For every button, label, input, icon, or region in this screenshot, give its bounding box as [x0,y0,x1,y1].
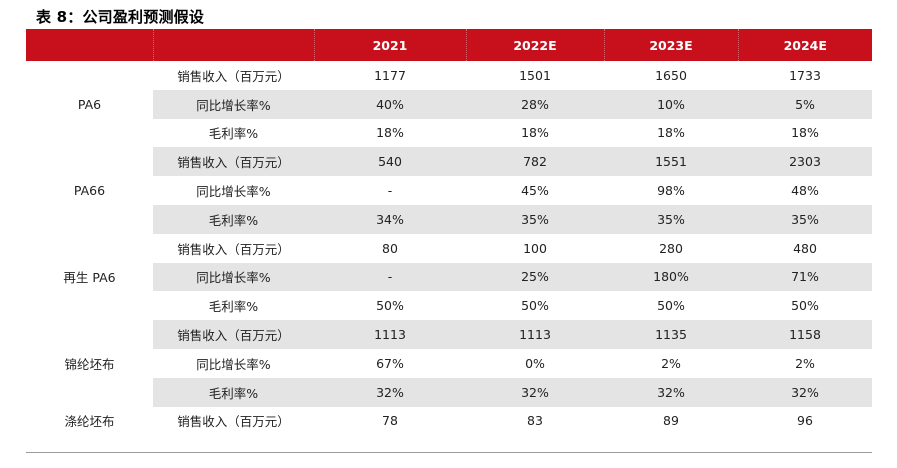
metric-label: 销售收入（百万元） [153,320,314,349]
table-row: 同比增长率% - 45% 98% 48% [26,176,872,205]
table-body: PA6 销售收入（百万元） 1177 1501 1650 1733 同比增长率% 40% 28%… [26,61,872,436]
value-cell: 18% [376,125,404,141]
value-cell: 32% [604,377,738,407]
segment-name: 涤纶坯布 [26,406,153,436]
value-cell: 1650 [655,67,687,83]
value-cell: 32% [466,377,604,407]
value-cell: 71% [738,262,872,292]
table-row: 涤纶坯布 销售收入（百万元） 78 83 89 96 [26,406,872,436]
table-row: PA66 销售收入（百万元） 540 782 1551 2303 [26,147,872,234]
header-cell-2023e: 2023E [603,29,738,61]
metric-label: 毛利率% [153,204,314,234]
value-cell: 50% [791,298,819,314]
header-cell-2024e: 2024E [737,29,872,61]
segment-name: PA6 [26,61,153,148]
value-cell: 35% [466,204,604,234]
value-cell: 32% [314,377,466,407]
value-cell: 1135 [604,320,738,349]
value-cell: 45% [521,183,549,199]
header-row: 2021 2022E 2023E 2024E [26,29,872,61]
table-row: 毛利率% 50% 50% 50% 50% [26,291,872,320]
value-cell: 32% [738,377,872,407]
value-cell: 50% [657,298,685,314]
table-row: 同比增长率% 40% 28% 10% 5% [26,89,872,119]
value-cell: 1501 [519,67,551,83]
header-cell-segment [26,29,153,61]
table-row: 毛利率% 18% 18% 18% 18% [26,119,872,148]
value-cell: 1177 [374,67,406,83]
value-cell: 1113 [314,320,466,349]
metric-label: 毛利率% [153,377,314,407]
table-row: 毛利率% 34% 35% 35% 35% [26,204,872,234]
segment-name: PA66 [26,147,153,234]
table-row: 毛利率% 32% 32% 32% 32% [26,377,872,407]
table-row: 锦纶坯布 销售收入（百万元） 1113 1113 1135 1158 [26,320,872,407]
table-row: 再生 PA6 销售收入（百万元） 80 100 280 480 [26,233,872,321]
value-cell: 10% [604,89,738,119]
metric-label: 同比增长率% [196,356,271,372]
value-cell: 35% [738,204,872,234]
value-cell: 96 [797,413,813,429]
metric-label: 同比增长率% [196,184,271,200]
value-cell: 100 [523,240,547,256]
value-cell: 83 [527,413,543,429]
value-cell: 80 [382,240,398,256]
metric-label: 销售收入（百万元） [177,68,290,84]
value-cell: - [314,262,466,292]
value-cell: 50% [521,298,549,314]
value-cell: 25% [466,262,604,292]
bottom-rule [26,452,872,453]
value-cell: 48% [791,183,819,199]
value-cell: 280 [659,240,683,256]
value-cell: 2% [661,355,681,371]
value-cell: 5% [738,89,872,119]
header-cell-2022e: 2022E [465,29,604,61]
value-cell: 540 [314,147,466,177]
value-cell: 98% [657,183,685,199]
value-cell: 1551 [604,147,738,177]
value-cell: 0% [525,355,545,371]
value-cell: 35% [604,204,738,234]
table-title: 表 8：公司盈利预测假设 [36,8,205,26]
value-cell: 67% [376,355,404,371]
segment-name: 再生 PA6 [26,233,153,321]
value-cell: 180% [604,262,738,292]
metric-label: 同比增长率% [153,89,314,119]
value-cell: 2303 [738,147,872,177]
metric-label: 销售收入（百万元） [177,241,290,257]
header-cell-metric [152,29,314,61]
value-cell: 40% [314,89,466,119]
value-cell: 480 [793,240,817,256]
value-cell: 782 [466,147,604,177]
value-cell: 89 [663,413,679,429]
metric-label: 毛利率% [208,299,259,315]
metric-label: 销售收入（百万元） [177,414,290,430]
metric-label: 同比增长率% [153,262,314,292]
value-cell: 18% [791,125,819,141]
table-row: PA6 销售收入（百万元） 1177 1501 1650 1733 [26,61,872,148]
value-cell: 1733 [789,67,821,83]
value-cell: 50% [376,298,404,314]
value-cell: 1113 [466,320,604,349]
forecast-table: 2021 2022E 2023E 2024E PA6 销售收入（百万元） 1177 1… [26,29,872,436]
value-cell: 18% [657,125,685,141]
header-cell-2021: 2021 [313,29,466,61]
value-cell: - [387,183,393,199]
table-row: 同比增长率% -25% 180% 71% [26,262,872,292]
value-cell: 78 [382,413,398,429]
value-cell: 1158 [738,320,872,349]
value-cell: 2% [795,355,815,371]
table-row: 同比增长率% 67% 0% 2% 2% [26,349,872,378]
segment-name: 锦纶坯布 [26,320,153,407]
value-cell: 34% [314,204,466,234]
metric-label: 毛利率% [208,126,259,142]
value-cell: 18% [521,125,549,141]
metric-label: 销售收入（百万元） [153,147,314,177]
value-cell: 28% [466,89,604,119]
